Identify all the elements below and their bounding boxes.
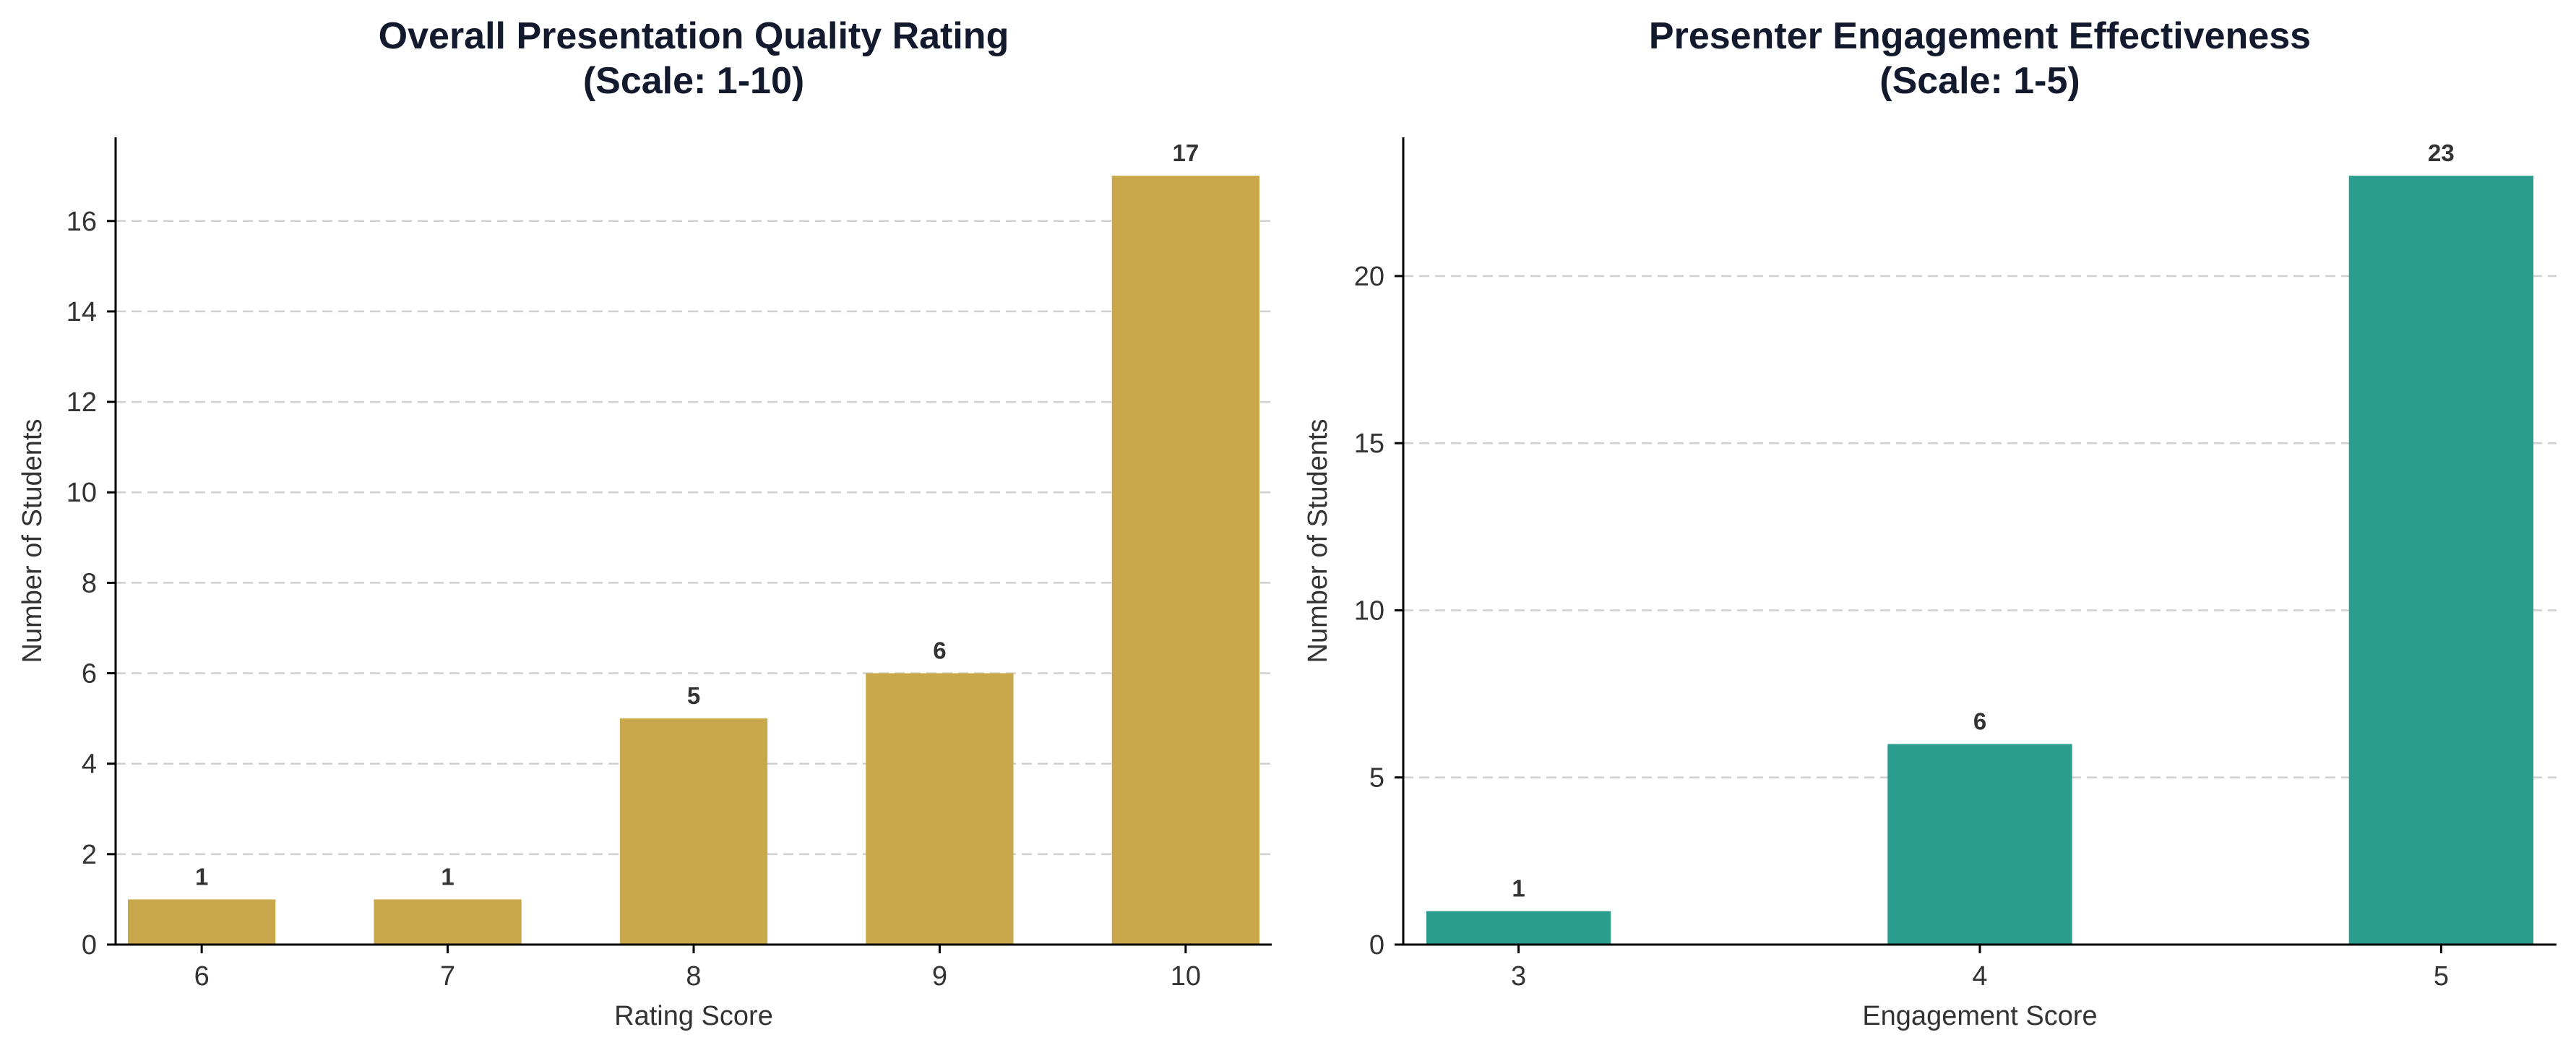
x-tick-label: 10: [1171, 961, 1201, 992]
y-tick-label: 6: [82, 659, 97, 689]
chart-engagement-effectiveness: 1 6 23 0 5 10 15 20 3 4 5 Engagement Score Number of…: [1303, 15, 2556, 1031]
y-tick-label: 16: [66, 207, 97, 237]
y-tick-label: 12: [66, 387, 97, 418]
bar: [1887, 744, 2072, 945]
bar-value-label: 1: [195, 863, 208, 890]
bar: [866, 673, 1014, 945]
bar-value-label: 1: [441, 863, 454, 890]
chart-title-line: Overall Presentation Quality Rating: [379, 15, 1009, 57]
bar: [619, 718, 768, 945]
x-tick-label: 8: [686, 961, 701, 992]
y-tick-label: 0: [82, 930, 97, 960]
bar: [1426, 911, 1611, 945]
y-tick-label: 20: [1354, 262, 1384, 292]
x-tick-label: 7: [440, 961, 455, 992]
y-tick-label: 14: [66, 297, 97, 327]
bar: [128, 899, 276, 945]
x-tick-label: 3: [1511, 961, 1526, 992]
x-tick-label: 5: [2434, 961, 2449, 992]
chart-title-line: (Scale: 1-10): [583, 60, 804, 102]
y-axis-label: Number of Students: [17, 419, 48, 663]
x-tick-label: 9: [932, 961, 947, 992]
chart-title-line: (Scale: 1-5): [1879, 60, 2080, 102]
y-tick-label: 10: [66, 478, 97, 508]
x-tick-label: 4: [1972, 961, 1987, 992]
bar: [1111, 176, 1259, 945]
x-axis-label: Rating Score: [614, 1001, 773, 1031]
x-axis-label: Engagement Score: [1862, 1001, 2097, 1031]
y-tick-label: 10: [1354, 596, 1384, 626]
bar-value-label: 5: [687, 682, 700, 709]
bar-value-label: 6: [933, 637, 946, 664]
bar-value-label: 23: [2428, 139, 2455, 166]
bar-value-label: 1: [1512, 875, 1525, 902]
y-tick-label: 0: [1369, 930, 1384, 960]
y-axis-label: Number of Students: [1303, 419, 1333, 663]
bar: [374, 899, 522, 945]
x-tick-label: 6: [194, 961, 210, 992]
y-tick-label: 8: [82, 568, 97, 598]
bar-value-label: 6: [1973, 708, 1986, 734]
y-tick-label: 5: [1369, 763, 1384, 794]
chart-title: Overall Presentation Quality Rating (Scal…: [379, 15, 1009, 102]
bar-value-label: 17: [1172, 139, 1199, 166]
bar: [2348, 176, 2534, 945]
chart-title: Presenter Engagement Effectiveness (Scale…: [1649, 15, 2311, 102]
y-tick-label: 15: [1354, 429, 1384, 459]
chart-quality-rating: 1 1 5 6 17 0 2 4 6 8 10 12 14 16 6 7 8 9 10 Rating Score Num…: [17, 15, 1272, 1031]
y-tick-label: 4: [82, 749, 97, 780]
chart-title-line: Presenter Engagement Effectiveness: [1649, 15, 2311, 57]
y-tick-label: 2: [82, 840, 97, 870]
